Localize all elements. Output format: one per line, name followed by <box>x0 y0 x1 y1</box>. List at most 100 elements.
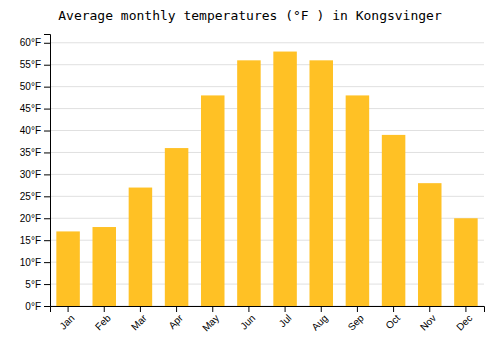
y-tick: 20°F <box>20 213 50 224</box>
x-tick-label: Oct <box>383 312 402 331</box>
bar <box>418 183 442 306</box>
bars <box>56 52 477 306</box>
x-tick-label: Feb <box>93 312 113 332</box>
y-tick-mark <box>44 196 50 197</box>
x-tick-label: Apr <box>166 312 185 331</box>
x-tick-mark <box>248 306 249 312</box>
x-tick: Nov <box>418 306 438 333</box>
bar <box>129 188 153 306</box>
y-tick: 5°F <box>25 279 50 290</box>
x-tick: Dec <box>454 306 474 333</box>
grid-line <box>50 174 484 175</box>
bar <box>382 135 406 306</box>
x-tick: Mar <box>129 306 149 332</box>
y-tick-label: 10°F <box>20 257 41 268</box>
x-tick-mark <box>393 306 394 312</box>
bar <box>309 60 333 306</box>
y-tick-mark <box>44 218 50 219</box>
y-tick-mark <box>44 262 50 263</box>
y-tick-label: 20°F <box>20 213 41 224</box>
y-tick-mark <box>44 65 50 66</box>
x-axis: Jan Feb Mar Apr May Jun Jul Aug Sep Oct Nov Dec <box>51 306 485 334</box>
x-tick-label: May <box>200 312 221 333</box>
y-tick-label: 25°F <box>20 191 41 202</box>
grid-line <box>50 152 484 153</box>
grid-line <box>50 86 484 87</box>
y-tick-label: 45°F <box>20 103 41 114</box>
y-axis-line <box>44 35 51 307</box>
y-tick-label: 50°F <box>20 81 41 92</box>
x-tick-mark <box>429 306 430 312</box>
chart: 0°F 5°F 10°F 15°F 20°F 25°F 30°F 35°F 40°F 45°F 50… <box>0 0 500 350</box>
y-tick: 55°F <box>20 59 50 70</box>
y-tick-mark <box>44 284 50 285</box>
y-tick-mark <box>44 43 50 44</box>
x-tick: Apr <box>166 306 185 331</box>
y-tick-mark <box>44 131 50 132</box>
x-tick-label: Jun <box>238 312 257 331</box>
bar <box>201 95 225 306</box>
y-tick: 10°F <box>20 257 50 268</box>
x-tick-label: Jan <box>57 312 76 331</box>
y-tick: 50°F <box>20 81 50 92</box>
x-tick-mark <box>140 306 141 312</box>
x-tick: Feb <box>93 306 113 332</box>
title: Average monthly temperatures (°F ) in Ko… <box>58 8 442 23</box>
x-tick-mark <box>176 306 177 312</box>
bar <box>237 60 261 306</box>
y-tick-mark <box>44 174 50 175</box>
bar <box>165 148 189 306</box>
x-tick-mark <box>68 306 69 312</box>
y-tick-label: 5°F <box>25 279 41 290</box>
x-tick-mark <box>212 306 213 312</box>
bar <box>454 218 478 306</box>
grid-line <box>50 108 484 109</box>
y-tick: 25°F <box>20 191 50 202</box>
y-tick: 30°F <box>20 169 50 180</box>
y-tick-label: 55°F <box>20 59 41 70</box>
y-tick-mark <box>44 306 50 307</box>
y-tick-mark <box>44 87 50 88</box>
bar <box>346 95 370 306</box>
x-tick-mark <box>465 306 466 312</box>
y-tick-label: 60°F <box>20 37 41 48</box>
x-tick-label: Aug <box>309 312 329 332</box>
y-tick-label: 0°F <box>25 301 41 312</box>
grid-line <box>50 42 484 43</box>
bar <box>56 231 80 306</box>
y-tick-mark <box>44 240 50 241</box>
y-tick: 35°F <box>20 147 50 158</box>
y-tick-mark <box>44 109 50 110</box>
x-tick: Aug <box>309 306 329 333</box>
grid <box>50 43 484 306</box>
x-tick-mark <box>357 306 358 312</box>
y-tick: 0°F <box>25 301 50 312</box>
y-tick-label: 40°F <box>20 125 41 136</box>
y-tick-mark <box>44 152 50 153</box>
x-tick: Jan <box>57 306 76 332</box>
x-tick-label: Mar <box>129 312 149 332</box>
x-tick-label: Nov <box>418 312 438 332</box>
y-tick-label: 35°F <box>20 147 41 158</box>
x-tick-label: Sep <box>346 312 367 333</box>
grid-line <box>50 130 484 131</box>
x-tick: May <box>200 306 221 334</box>
y-tick: 45°F <box>20 103 50 114</box>
x-tick: Jul <box>277 306 294 329</box>
grid-line <box>50 64 484 65</box>
x-tick-mark <box>321 306 322 312</box>
bar <box>273 52 297 306</box>
x-tick: Jun <box>238 306 257 332</box>
x-tick-mark <box>285 306 286 312</box>
y-axis: 0°F 5°F 10°F 15°F 20°F 25°F 30°F 35°F 40°F 45°F 50… <box>20 35 51 312</box>
y-tick: 15°F <box>20 235 50 246</box>
y-tick: 60°F <box>20 37 50 48</box>
x-tick-label: Jul <box>277 312 294 329</box>
y-tick: 40°F <box>20 125 50 136</box>
plot: 0°F 5°F 10°F 15°F 20°F 25°F 30°F 35°F 40°F 45°F 50… <box>20 35 485 334</box>
x-tick-label: Dec <box>454 312 474 332</box>
x-tick-mark <box>104 306 105 312</box>
y-tick-label: 30°F <box>20 169 41 180</box>
x-axis-line <box>51 307 485 313</box>
y-tick-label: 15°F <box>20 235 41 246</box>
